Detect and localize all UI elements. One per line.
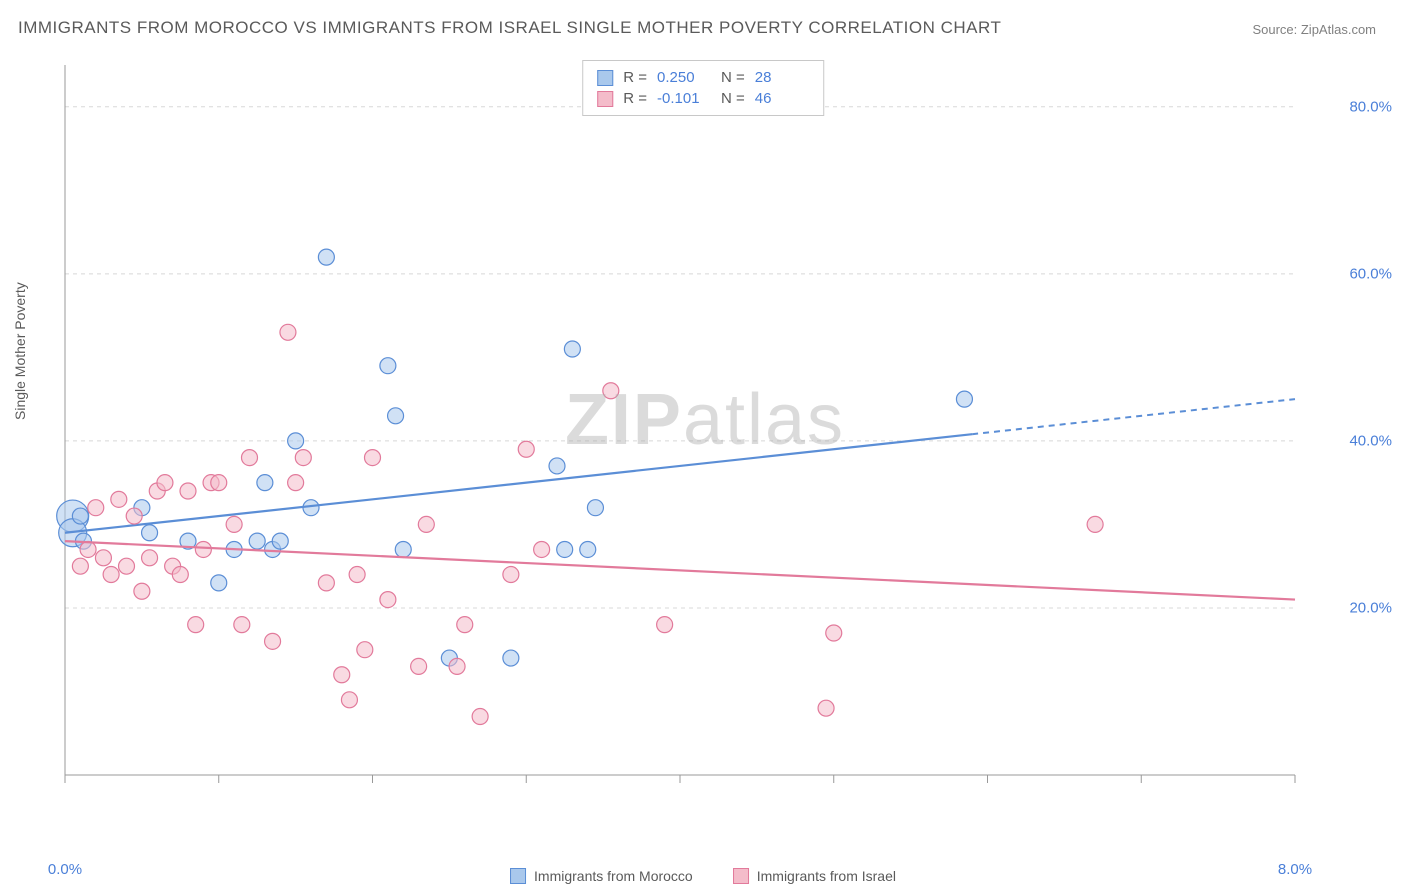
chart-area: ZIPatlas <box>55 55 1355 815</box>
y-tick-label: 40.0% <box>1349 432 1392 449</box>
swatch-israel-icon <box>733 868 749 884</box>
y-axis-label: Single Mother Poverty <box>12 282 28 420</box>
y-tick-label: 80.0% <box>1349 98 1392 115</box>
correlation-stats-box: R = 0.250 N = 28 R = -0.101 N = 46 <box>582 60 824 116</box>
stat-label: R = <box>623 69 647 86</box>
y-tick-label: 20.0% <box>1349 599 1392 616</box>
swatch-morocco-icon <box>597 70 613 86</box>
stat-n-value: 46 <box>755 90 809 107</box>
x-tick-label: 0.0% <box>48 861 82 878</box>
swatch-israel-icon <box>597 91 613 107</box>
stat-r-value: -0.101 <box>657 90 711 107</box>
legend-item-morocco: Immigrants from Morocco <box>510 868 693 884</box>
legend-label: Immigrants from Israel <box>757 868 896 884</box>
chart-title: IMMIGRANTS FROM MOROCCO VS IMMIGRANTS FR… <box>18 18 1001 38</box>
stat-n-value: 28 <box>755 69 809 86</box>
stats-row-morocco: R = 0.250 N = 28 <box>597 67 809 88</box>
stat-label: N = <box>721 90 745 107</box>
y-tick-label: 60.0% <box>1349 265 1392 282</box>
source-attribution: Source: ZipAtlas.com <box>1252 22 1376 37</box>
stat-label: N = <box>721 69 745 86</box>
legend: Immigrants from Morocco Immigrants from … <box>510 868 896 884</box>
legend-item-israel: Immigrants from Israel <box>733 868 896 884</box>
legend-label: Immigrants from Morocco <box>534 868 693 884</box>
swatch-morocco-icon <box>510 868 526 884</box>
x-tick-label: 8.0% <box>1278 861 1312 878</box>
scatter-chart <box>55 55 1355 815</box>
stat-r-value: 0.250 <box>657 69 711 86</box>
stat-label: R = <box>623 90 647 107</box>
stats-row-israel: R = -0.101 N = 46 <box>597 88 809 109</box>
